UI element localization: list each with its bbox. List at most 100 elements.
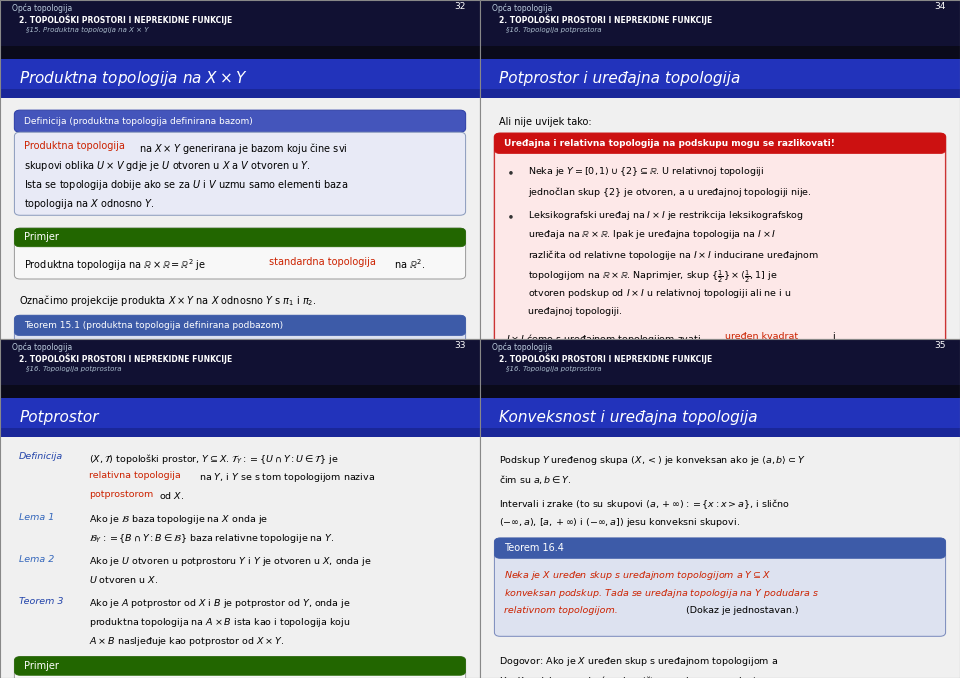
FancyBboxPatch shape bbox=[14, 315, 466, 336]
Text: §16. Topologija potprostora: §16. Topologija potprostora bbox=[26, 365, 122, 372]
Text: Opća topologija: Opća topologija bbox=[12, 3, 72, 13]
Text: Opća topologija: Opća topologija bbox=[12, 342, 72, 352]
FancyBboxPatch shape bbox=[14, 315, 466, 388]
Text: relativna topologija: relativna topologija bbox=[88, 471, 180, 479]
Text: Označimo projekcije produkta $X \times Y$ na $X$ odnosno $Y$ s $\pi_1$ i $\pi_2$: Označimo projekcije produkta $X \times Y… bbox=[19, 293, 317, 308]
Text: skupovi oblika $U \times V$ gdje je $U$ otvoren u $X$ a $V$ otvoren u $Y$.: skupovi oblika $U \times V$ gdje je $U$ … bbox=[24, 159, 311, 174]
Text: od $X$.: od $X$. bbox=[156, 490, 184, 500]
Text: Produktna topologija na $X \times Y$: Produktna topologija na $X \times Y$ bbox=[19, 69, 248, 88]
Text: i: i bbox=[830, 332, 836, 340]
FancyBboxPatch shape bbox=[494, 538, 946, 559]
Text: Ako je $U$ otvoren u potprostoru $Y$ i $Y$ je otvoren u $X$, onda je: Ako je $U$ otvoren u potprostoru $Y$ i $… bbox=[88, 555, 372, 567]
Text: je podbaza produktne topologije na $X \times Y$.: je podbaza produktne topologije na $X \t… bbox=[24, 366, 229, 380]
FancyBboxPatch shape bbox=[14, 132, 466, 216]
Text: Potprostor i uređajna topologija: Potprostor i uređajna topologija bbox=[499, 71, 740, 86]
Text: 34: 34 bbox=[934, 1, 946, 11]
Text: 32: 32 bbox=[454, 1, 466, 11]
Bar bbox=[0, 339, 480, 385]
Text: Primjer: Primjer bbox=[24, 661, 59, 671]
Text: $\bullet$: $\bullet$ bbox=[507, 165, 515, 178]
FancyBboxPatch shape bbox=[14, 228, 466, 279]
Text: Ako je $\mathcal{B}$ baza topologije na $X$ onda je: Ako je $\mathcal{B}$ baza topologije na … bbox=[88, 513, 268, 525]
Text: Ista se topologija dobije ako se za $U$ i $V$ uzmu samo elementi baza: Ista se topologija dobije ako se za $U$ … bbox=[24, 178, 348, 192]
Text: Familija $\mathcal{S} = \{\pi_1^{-1}(U) : U^{\mathrm{otvoren}} \subseteq X\} \cu: Familija $\mathcal{S} = \{\pi_1^{-1}(U) … bbox=[24, 346, 301, 363]
FancyBboxPatch shape bbox=[494, 134, 946, 384]
FancyBboxPatch shape bbox=[14, 656, 466, 678]
Text: Dogovor: Ako je $X$ uređen skup s uređajnom topologijom a: Dogovor: Ako je $X$ uređen skup s uređaj… bbox=[499, 655, 779, 668]
Text: Definicija (produktna topologija definirana bazom): Definicija (produktna topologija definir… bbox=[24, 117, 252, 125]
Bar bbox=[0, 339, 480, 398]
Text: uređen kvadrat: uređen kvadrat bbox=[725, 332, 798, 340]
Text: jednočlan skup $\{2\}$ je otvoren, a u uređajnoj topologiji nije.: jednočlan skup $\{2\}$ je otvoren, a u u… bbox=[528, 185, 812, 199]
Bar bbox=[0, 437, 480, 678]
Bar bbox=[480, 339, 960, 398]
Text: $Y \subseteq X$ podskup, onda će, ako ništa posebno ne naglasimo,: $Y \subseteq X$ podskup, onda će, ako ni… bbox=[499, 674, 775, 678]
Text: $I \times I$ ćemo s uređajnom topologijom zvati: $I \times I$ ćemo s uređajnom topologijo… bbox=[507, 332, 702, 346]
Text: (Dokaz je jednostavan.): (Dokaz je jednostavan.) bbox=[686, 607, 799, 616]
Text: 2. TOPOLOŠKI PROSTORI I NEPREKIDNE FUNKCIJE: 2. TOPOLOŠKI PROSTORI I NEPREKIDNE FUNKC… bbox=[19, 14, 232, 24]
Text: Uređajna i relativna topologija na podskupu mogu se razlikovati!: Uređajna i relativna topologija na podsk… bbox=[504, 139, 835, 148]
Text: na $X \times Y$ generirana je bazom koju čine svi: na $X \times Y$ generirana je bazom koju… bbox=[136, 141, 348, 156]
Text: $U$ otvoren u $X$.: $U$ otvoren u $X$. bbox=[88, 574, 158, 584]
FancyBboxPatch shape bbox=[14, 228, 466, 247]
Text: Ali nije uvijek tako:: Ali nije uvijek tako: bbox=[499, 117, 591, 127]
Text: Produktna topologija: Produktna topologija bbox=[24, 141, 125, 151]
Text: Primjer: Primjer bbox=[24, 233, 59, 243]
Text: na $\mathbb{R}^2$.: na $\mathbb{R}^2$. bbox=[392, 257, 425, 271]
Text: 35: 35 bbox=[934, 340, 946, 350]
Text: Opća topologija: Opća topologija bbox=[492, 342, 552, 352]
Text: $(X, \mathcal{T})$ topološki prostor, $Y \subseteq X$. $\mathcal{T}_Y := \{U \ca: $(X, \mathcal{T})$ topološki prostor, $Y… bbox=[88, 452, 339, 466]
Text: Teorem 16.4: Teorem 16.4 bbox=[504, 543, 564, 553]
Text: Intervali i zrake (to su skupovi $\langle a, +\infty) := \{x : x > a\}$, i sličn: Intervali i zrake (to su skupovi $\langl… bbox=[499, 497, 790, 511]
Text: Opća topologija: Opća topologija bbox=[492, 3, 552, 13]
Bar bbox=[0, 89, 480, 98]
FancyBboxPatch shape bbox=[494, 538, 946, 636]
Text: Neka je $X$ uređen skup s uređajnom topologijom a $Y \subseteq X$: Neka je $X$ uređen skup s uređajnom topo… bbox=[504, 568, 771, 582]
Text: 33: 33 bbox=[454, 340, 466, 350]
Text: Konveksnost i uređajna topologija: Konveksnost i uređajna topologija bbox=[499, 410, 757, 425]
Bar bbox=[480, 0, 960, 60]
Text: $\mathcal{B}_Y := \{B \cap Y : B \in \mathcal{B}\}$ baza relativne topologije na: $\mathcal{B}_Y := \{B \cap Y : B \in \ma… bbox=[88, 532, 334, 544]
Bar bbox=[480, 339, 960, 385]
Text: različita od relativne topologije na $I \times I$ inducirane uređajnom: različita od relativne topologije na $I … bbox=[528, 248, 819, 262]
Bar bbox=[480, 59, 960, 98]
Text: $A \times B$ nasljeđuje kao potprostor od $X \times Y$.: $A \times B$ nasljeđuje kao potprostor o… bbox=[88, 635, 284, 647]
Bar bbox=[0, 428, 480, 437]
FancyBboxPatch shape bbox=[14, 657, 466, 675]
Text: Definicija: Definicija bbox=[19, 452, 63, 460]
Bar bbox=[480, 89, 960, 98]
Text: Teorem 15.1 (produktna topologija definirana podbazom): Teorem 15.1 (produktna topologija defini… bbox=[24, 321, 283, 330]
Text: uređajnoj topologiji.: uređajnoj topologiji. bbox=[528, 307, 622, 316]
Text: §16. Topologija potprostora: §16. Topologija potprostora bbox=[507, 26, 602, 33]
Bar bbox=[480, 437, 960, 678]
Text: Lema 1: Lema 1 bbox=[19, 513, 55, 521]
FancyBboxPatch shape bbox=[494, 133, 946, 154]
Bar bbox=[480, 428, 960, 437]
Text: Teorem 3: Teorem 3 bbox=[19, 597, 63, 605]
Text: §16. Topologija potprostora: §16. Topologija potprostora bbox=[507, 365, 602, 372]
Bar bbox=[0, 59, 480, 98]
Text: 2. TOPOLOŠKI PROSTORI I NEPREKIDNE FUNKCIJE: 2. TOPOLOŠKI PROSTORI I NEPREKIDNE FUNKC… bbox=[499, 353, 712, 363]
Text: konveksan podskup. Tada se uređajna topologija na $Y$ podudara s: konveksan podskup. Tada se uređajna topo… bbox=[504, 587, 819, 601]
Bar bbox=[480, 0, 960, 46]
Text: standardna topologija: standardna topologija bbox=[269, 257, 375, 267]
Text: $\bullet$: $\bullet$ bbox=[507, 209, 515, 222]
Text: Podskup $Y$ uređenog skupa $(X, <)$ je konveksan ako je $\langle a, b\rangle \su: Podskup $Y$ uređenog skupa $(X, <)$ je k… bbox=[499, 454, 806, 466]
Text: 2. TOPOLOŠKI PROSTORI I NEPREKIDNE FUNKCIJE: 2. TOPOLOŠKI PROSTORI I NEPREKIDNE FUNKC… bbox=[19, 353, 232, 363]
Text: $(-\infty, a)$, $[a, +\infty)$ i $(-\infty, a]$) jesu konveksni skupovi.: $(-\infty, a)$, $[a, +\infty)$ i $(-\inf… bbox=[499, 516, 740, 529]
Bar bbox=[0, 398, 480, 437]
Text: produktna topologija na $A \times B$ ista kao i topologija koju: produktna topologija na $A \times B$ ist… bbox=[88, 616, 350, 629]
Text: potprostorom: potprostorom bbox=[88, 490, 153, 498]
Bar bbox=[480, 98, 960, 339]
FancyBboxPatch shape bbox=[14, 111, 466, 132]
Text: §15. Produktna topologija na X × Y: §15. Produktna topologija na X × Y bbox=[26, 26, 149, 33]
Text: Lema 2: Lema 2 bbox=[19, 555, 55, 563]
Text: označivati s $I_0^2$.: označivati s $I_0^2$. bbox=[507, 351, 578, 366]
Bar bbox=[0, 98, 480, 339]
Text: topologijom na $\mathbb{R} \times \mathbb{R}$. Naprimjer, skup $\{\frac{1}{2}\} : topologijom na $\mathbb{R} \times \mathb… bbox=[528, 268, 778, 285]
Text: Neka je $Y = [0,1) \cup \{2\} \subseteq \mathbb{R}$. U relativnoj topologiji: Neka je $Y = [0,1) \cup \{2\} \subseteq … bbox=[528, 165, 764, 178]
Text: na $Y$, i $Y$ se s tom topologijom naziva: na $Y$, i $Y$ se s tom topologijom naziv… bbox=[196, 471, 375, 483]
Bar bbox=[0, 0, 480, 60]
Bar bbox=[480, 398, 960, 437]
Text: Produktna topologija na $\mathbb{R} \times \mathbb{R} = \mathbb{R}^2$ je: Produktna topologija na $\mathbb{R} \tim… bbox=[24, 257, 206, 273]
